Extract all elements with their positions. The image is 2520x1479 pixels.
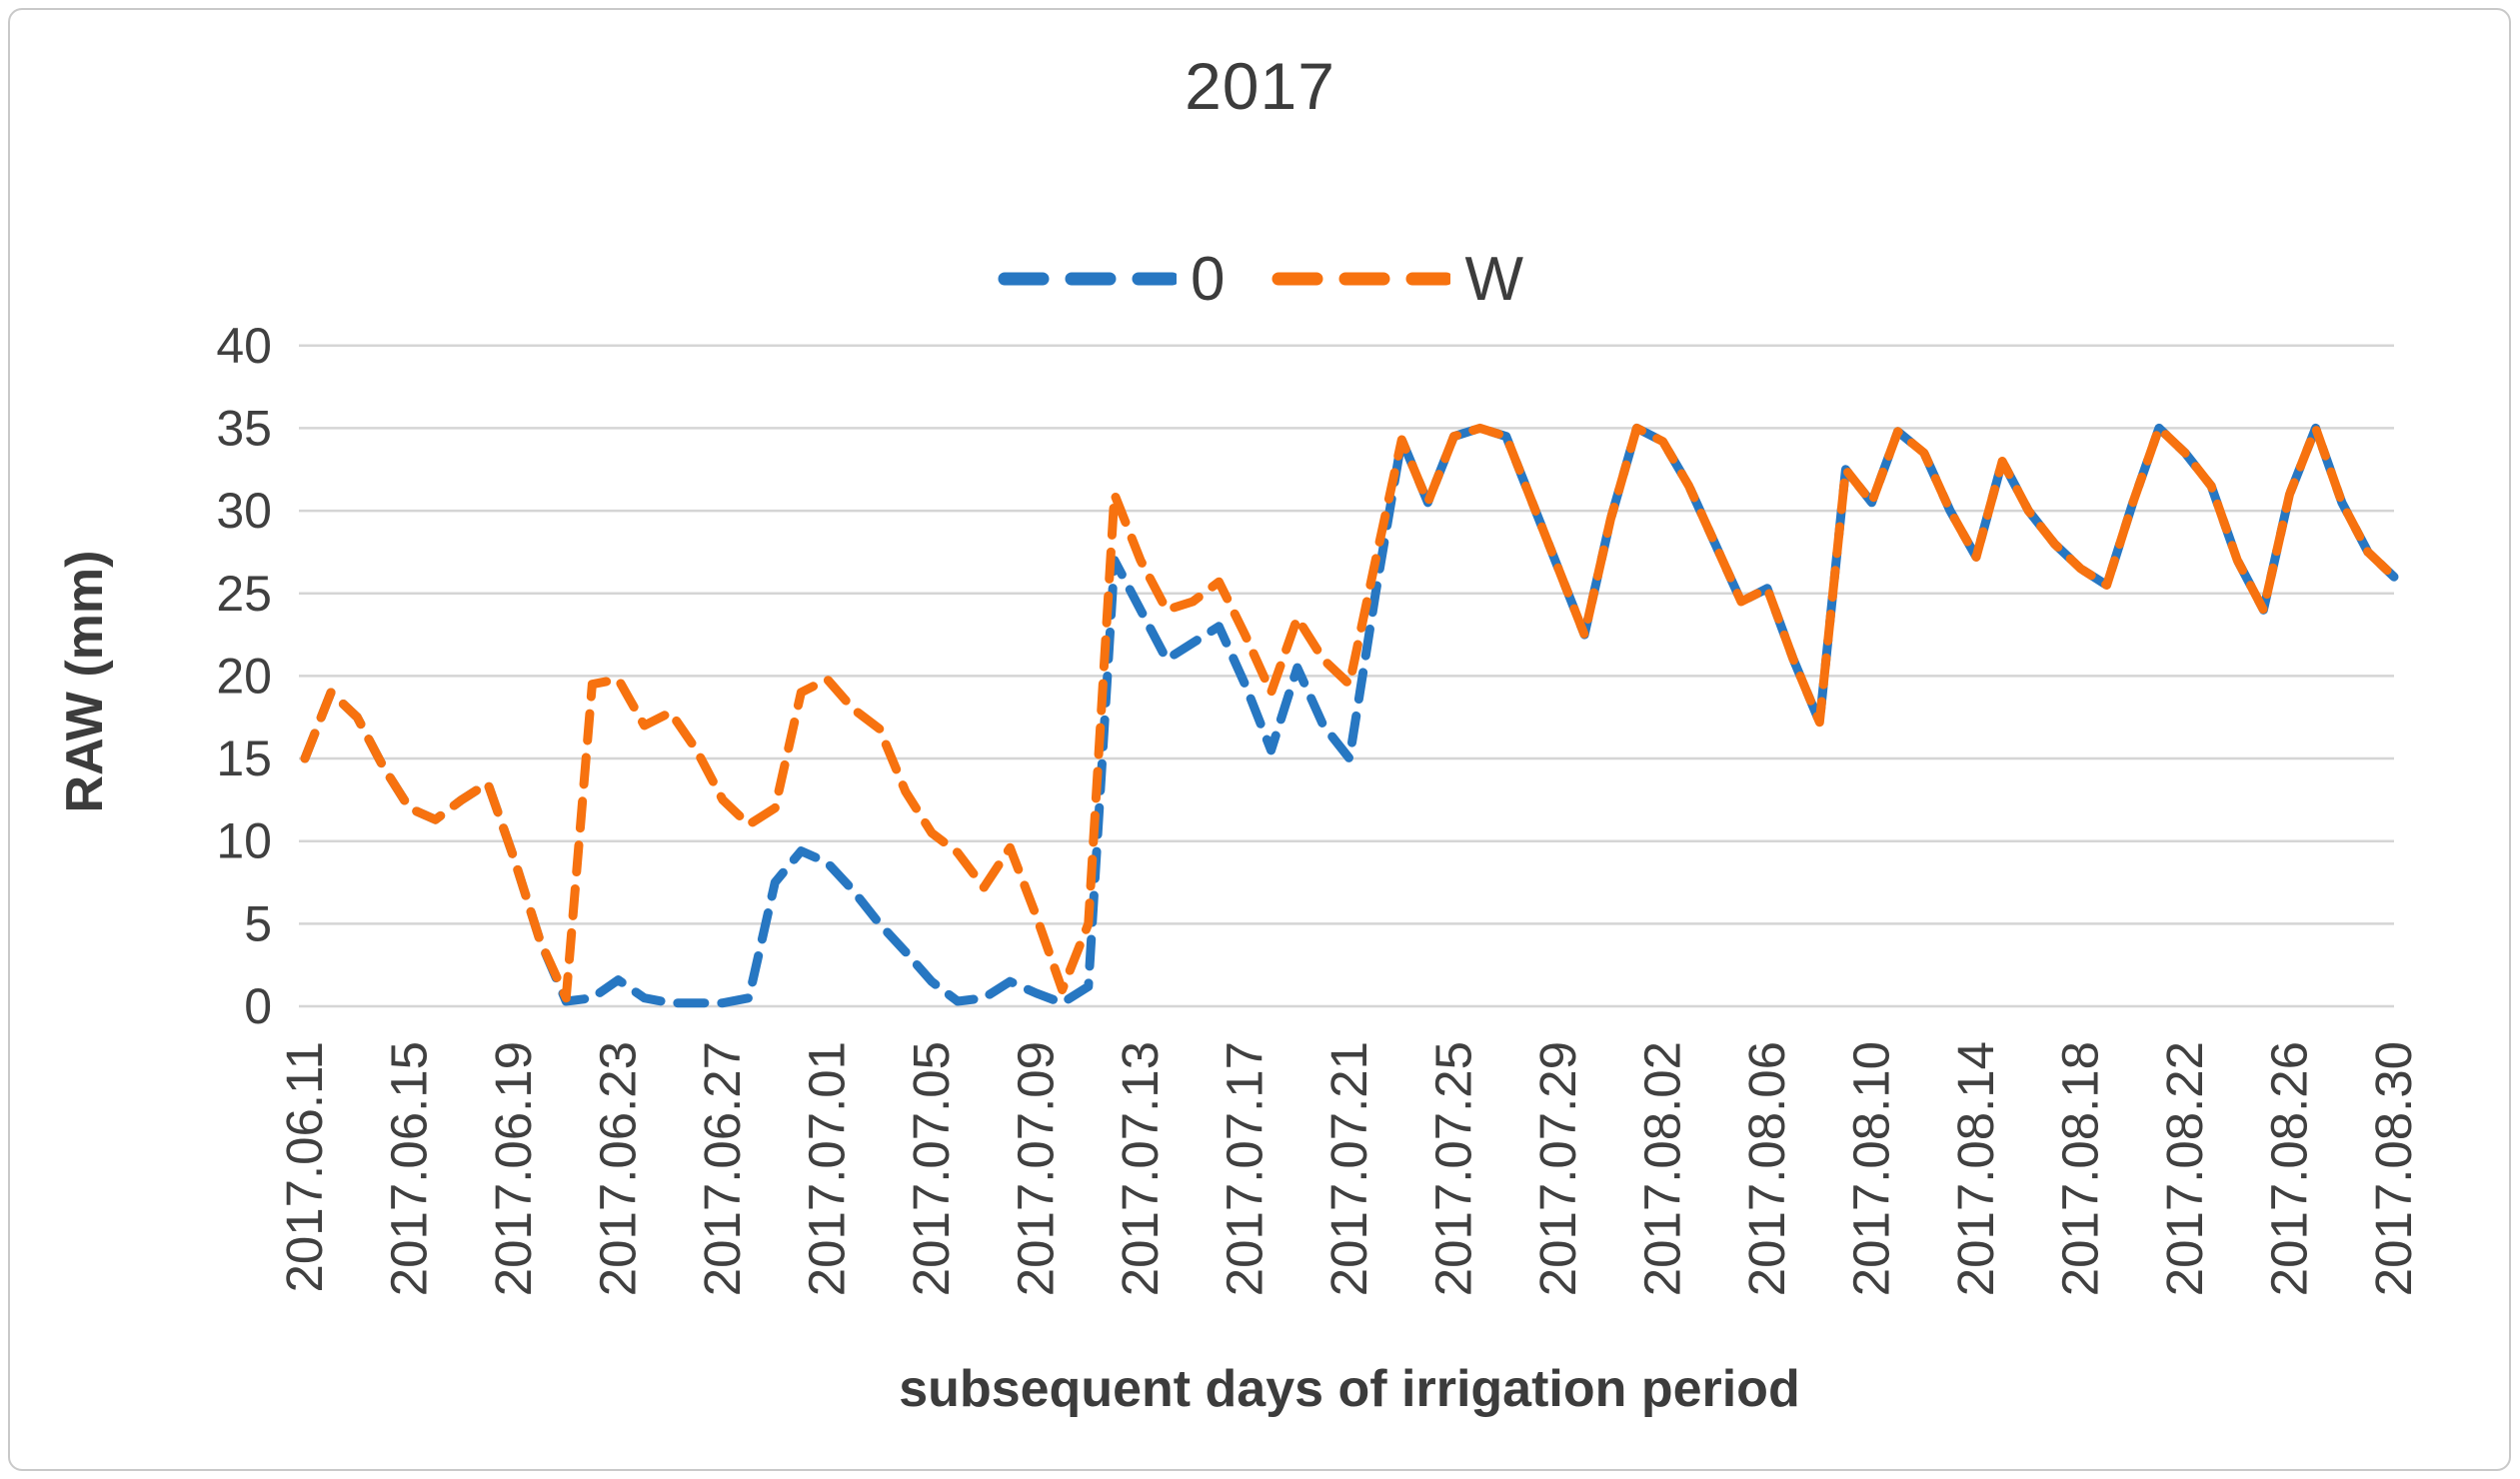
x-tick-label-2017.08.02: 2017.08.02: [1634, 1041, 1691, 1296]
x-tick-label-2017.07.25: 2017.07.25: [1425, 1041, 1482, 1296]
x-tick-label-2017.07.17: 2017.07.17: [1217, 1041, 1273, 1296]
y-tick-label-0: 0: [244, 978, 272, 1034]
x-tick-label-2017.08.06: 2017.08.06: [1738, 1041, 1795, 1296]
x-tick-label-2017.07.01: 2017.07.01: [799, 1041, 856, 1296]
figure-border: [8, 8, 2511, 1471]
y-tick-label-40: 40: [216, 318, 272, 374]
series-line-0[interactable]: [300, 423, 2399, 1008]
legend-swatch-w-icon: [1271, 272, 1451, 286]
x-tick-label-2017.08.30: 2017.08.30: [2365, 1041, 2422, 1296]
x-tick-label-2017.08.26: 2017.08.26: [2261, 1041, 2318, 1296]
x-tick-label-2017.07.09: 2017.07.09: [1008, 1041, 1065, 1296]
y-tick-label-35: 35: [216, 400, 272, 456]
y-tick-label-5: 5: [244, 895, 272, 951]
x-tick-label-2017.07.21: 2017.07.21: [1320, 1041, 1377, 1296]
x-tick-label-2017.07.29: 2017.07.29: [1529, 1041, 1586, 1296]
x-tick-label-2017.07.05: 2017.07.05: [903, 1041, 960, 1296]
legend-swatch-0-icon: [998, 272, 1177, 286]
y-tick-label-25: 25: [216, 566, 272, 622]
y-tick-label-20: 20: [216, 648, 272, 704]
x-tick-label-2017.08.22: 2017.08.22: [2156, 1041, 2213, 1296]
y-tick-label-30: 30: [216, 483, 272, 539]
x-tick-label-2017.08.18: 2017.08.18: [2052, 1041, 2109, 1296]
x-tick-label-2017.06.11: 2017.06.11: [276, 1041, 333, 1292]
y-axis-title: RAW (mm): [56, 550, 114, 813]
legend-label-0: 0: [1190, 244, 1226, 314]
y-tick-label-15: 15: [216, 731, 272, 786]
legend-item-w[interactable]: W: [1270, 244, 1523, 315]
x-tick-label-2017.06.15: 2017.06.15: [381, 1041, 438, 1296]
legend-item-0[interactable]: 0: [997, 244, 1225, 315]
x-tick-label-2017.07.13: 2017.07.13: [1112, 1041, 1169, 1296]
legend: 0 W: [0, 244, 2520, 314]
x-tick-label-2017.06.27: 2017.06.27: [694, 1041, 751, 1296]
chart-title: 2017: [1185, 49, 1335, 123]
x-axis-title: subsequent days of irrigation period: [899, 1360, 1800, 1418]
x-tick-label-2017.06.19: 2017.06.19: [485, 1041, 542, 1296]
x-tick-label-2017.06.23: 2017.06.23: [590, 1041, 647, 1296]
y-tick-label-10: 10: [216, 813, 272, 869]
x-tick-label-2017.08.10: 2017.08.10: [1843, 1041, 1900, 1296]
series-line-W[interactable]: [300, 423, 2399, 1003]
x-tick-label-2017.08.14: 2017.08.14: [1947, 1041, 2004, 1296]
legend-label-w: W: [1464, 244, 1523, 314]
